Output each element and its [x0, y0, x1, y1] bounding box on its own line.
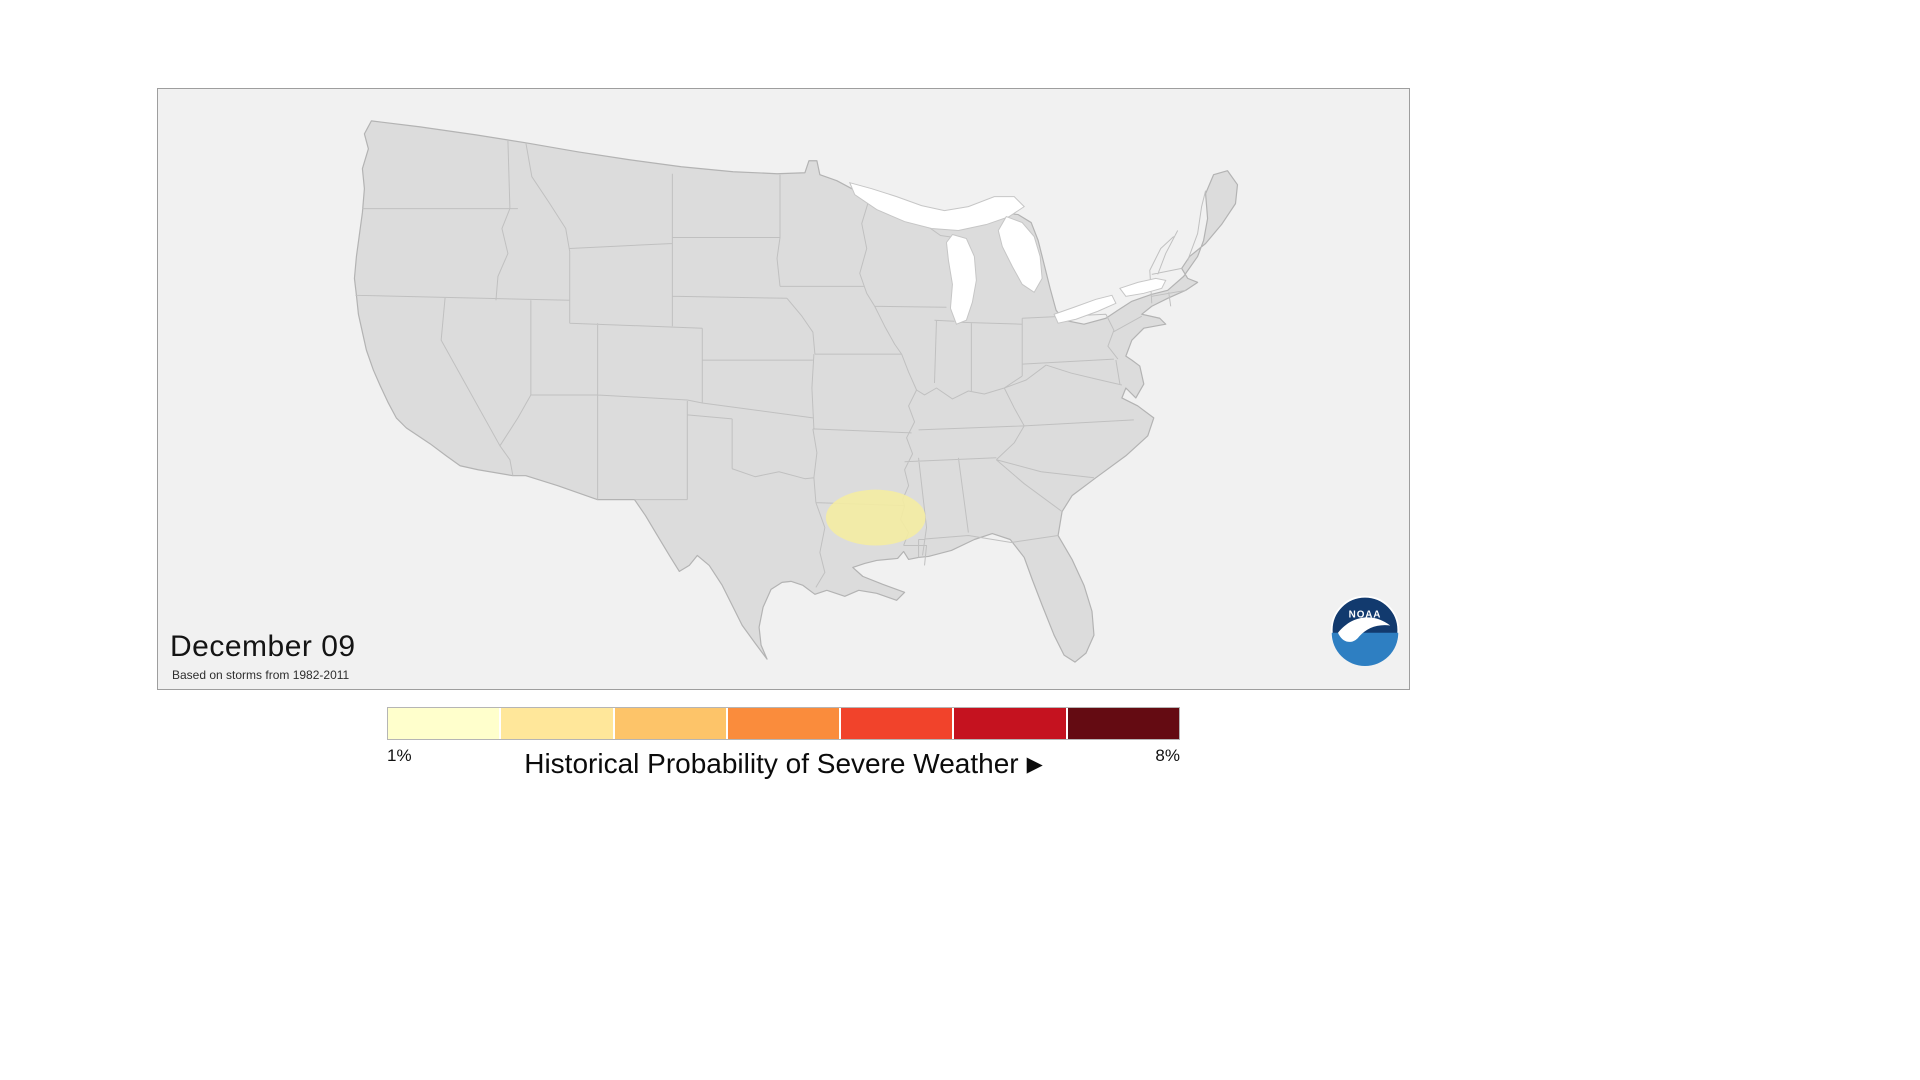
legend-color-segment	[614, 708, 726, 739]
severe-probability-area	[825, 489, 926, 546]
legend-caption-text: Historical Probability of Severe Weather	[524, 748, 1019, 779]
lake-michigan	[945, 233, 977, 325]
state-borders	[355, 140, 1207, 588]
legend-min-label: 1%	[387, 746, 412, 765]
lake-ontario	[1119, 277, 1167, 297]
map-panel: December 09 Based on storms from 1982-20…	[157, 88, 1410, 690]
legend-color-segment	[1067, 708, 1179, 739]
noaa-gull-icon	[1338, 617, 1391, 642]
us-land	[353, 120, 1239, 663]
play-icon[interactable]: ▶	[1026, 753, 1043, 776]
lake-superior	[848, 181, 1025, 232]
legend-color-segment	[501, 708, 613, 739]
legend-color-segment	[841, 708, 953, 739]
legend-max-label: 8%	[1155, 746, 1180, 765]
us-map	[353, 120, 1239, 663]
legend-bar	[387, 707, 1180, 740]
source-note: Based on storms from 1982-2011	[172, 668, 350, 682]
lake-huron	[997, 215, 1043, 294]
legend-caption: Historical Probability of Severe Weather…	[387, 748, 1180, 780]
lake-erie	[1053, 294, 1117, 324]
noaa-logo-text: NOAA	[1349, 609, 1382, 620]
legend-color-segment	[954, 708, 1066, 739]
legend-color-segment	[727, 708, 840, 739]
legend-color-segment	[388, 708, 500, 739]
date-label: December 09	[170, 630, 356, 663]
noaa-logo: NOAA	[1330, 595, 1400, 666]
